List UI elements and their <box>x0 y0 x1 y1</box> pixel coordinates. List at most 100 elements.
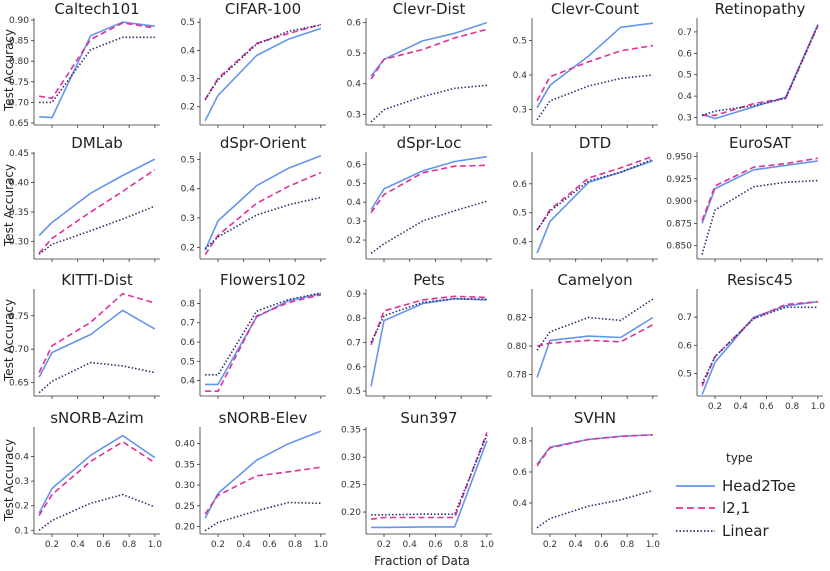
panel-kitti-dist: KITTI-Dist 0.65 0.70 0.75 <box>9 271 160 399</box>
y-tick-label: 0.4 <box>15 453 30 463</box>
legend-label-head2toe: Head2Toe <box>722 477 796 495</box>
y-tick-label: 0.6 <box>347 160 362 170</box>
series-line-linear <box>370 84 487 123</box>
y-tick-label: 0.3 <box>347 217 361 227</box>
x-tick-label: 0.8 <box>785 402 800 412</box>
panel-dspr-loc: dSpr-Loc 0.2 0.3 0.4 0.5 0.6 <box>347 134 492 262</box>
panel-title: dSpr-Orient <box>220 134 306 152</box>
x-tick-label: 0.8 <box>122 540 137 550</box>
panel-caltech101: Caltech101 0.65 0.70 0.75 0.80 0.85 0.90 <box>9 0 160 129</box>
y-tick-label: 0.4 <box>513 71 528 81</box>
y-tick-label: 0.30 <box>341 453 361 463</box>
x-tick-label: 1.0 <box>646 540 661 550</box>
y-axis-label: Test Accuracy <box>2 439 16 522</box>
series-line-head2toe <box>536 22 654 109</box>
series-line-l2-1 <box>370 28 488 80</box>
series-line-l2-1 <box>204 23 322 101</box>
panel-svhn: SVHN 0.4 0.6 0.8 0.2 0.4 0.6 0.8 1.0 <box>513 409 661 550</box>
panel-title: DMLab <box>71 134 123 152</box>
y-tick-label: 0.70 <box>9 98 29 108</box>
panel-title: Pets <box>413 271 445 289</box>
y-tick-label: 0.70 <box>9 345 29 355</box>
y-tick-label: 0.2 <box>15 502 29 512</box>
y-tick-label: 0.4 <box>513 499 528 509</box>
panel-title: sNORB-Azim <box>50 409 144 427</box>
series-line-l2-1 <box>38 22 156 100</box>
y-tick-label: 0.1 <box>15 526 29 536</box>
x-tick-label: 0.2 <box>708 402 722 412</box>
y-tick-label: 0.5 <box>181 18 195 28</box>
y-tick-label: 0.6 <box>347 19 362 29</box>
y-tick-label: 0.5 <box>181 357 195 367</box>
series-line-linear <box>536 158 654 231</box>
y-tick-label: 0.7 <box>181 319 195 329</box>
y-tick-label: 0.82 <box>507 314 527 324</box>
panel-snorb-azim: sNORB-Azim 0.1 0.2 0.3 0.4 0.2 0.4 0.6 0.8 1.0 <box>15 409 163 550</box>
y-tick-label: 0.3 <box>181 214 195 224</box>
panel-cifar-100: CIFAR-100 0.2 0.3 0.4 0.5 <box>181 0 326 128</box>
y-tick-label: 0.6 <box>181 338 196 348</box>
x-tick-label: 0.4 <box>569 540 584 550</box>
panel-pets: Pets 0.5 0.6 0.7 0.8 0.9 <box>347 271 492 399</box>
x-tick-label: 0.4 <box>403 540 418 550</box>
y-tick-label: 0.65 <box>9 119 29 129</box>
y-tick-label: 0.78 <box>507 371 527 381</box>
series-line-head2toe <box>39 21 156 119</box>
y-tick-label: 0.3 <box>513 105 527 115</box>
panel-title: Flowers102 <box>220 271 306 289</box>
y-tick-label: 0.5 <box>513 209 527 219</box>
y-tick-label: 0.35 <box>175 460 195 470</box>
series-line-linear <box>38 205 156 255</box>
panel-eurosat: EuroSAT 0.850 0.875 0.900 0.925 0.950 <box>666 134 823 262</box>
y-tick-label: 0.3 <box>15 477 29 487</box>
y-tick-label: 0.5 <box>678 369 692 379</box>
y-tick-label: 0.4 <box>513 238 528 248</box>
series-line-head2toe <box>370 155 488 211</box>
y-tick-label: 0.80 <box>507 342 527 352</box>
series-line-linear <box>204 196 322 250</box>
y-tick-label: 0.950 <box>666 152 692 162</box>
series-line-linear <box>38 493 156 531</box>
x-tick-label: 0.4 <box>71 540 86 550</box>
series-line-l2-1 <box>204 466 322 515</box>
x-tick-label: 0.2 <box>211 540 225 550</box>
panel-dmlab: DMLab 0.30 0.35 0.40 0.45 <box>9 134 160 262</box>
x-tick-label: 0.6 <box>96 540 111 550</box>
x-tick-label: 1.0 <box>480 540 495 550</box>
y-tick-label: 0.75 <box>9 312 29 322</box>
panel-snorb-elev: sNORB-Elev 0.20 0.25 0.30 0.35 0.40 0.2 0.4 0.6 0… <box>175 409 328 550</box>
series-line-l2-1 <box>536 44 654 102</box>
x-tick-label: 0.8 <box>454 540 469 550</box>
series-line-linear <box>536 298 654 351</box>
x-tick-label: 0.8 <box>288 540 303 550</box>
y-tick-label: 0.35 <box>9 208 29 218</box>
series-line-head2toe <box>370 297 487 387</box>
y-tick-label: 0.7 <box>347 339 361 349</box>
legend: type Head2Toe l2,1 Linear <box>676 451 796 540</box>
series-line-head2toe <box>38 434 156 514</box>
panel-title: Camelyon <box>557 271 632 289</box>
legend-title: type <box>726 451 753 465</box>
y-tick-label: 0.5 <box>513 36 527 46</box>
series-line-head2toe <box>204 155 322 251</box>
panel-sun397: Sun397 0.20 0.25 0.30 0.35 0.2 0.4 0.6 0.8 1.0 <box>341 409 494 550</box>
y-tick-label: 0.4 <box>347 198 362 208</box>
panel-title: SVHN <box>574 409 616 427</box>
x-tick-label: 0.2 <box>377 540 391 550</box>
y-tick-label: 0.2 <box>347 236 361 246</box>
series-line-head2toe <box>370 21 488 77</box>
series-line-l2-1 <box>38 440 156 517</box>
y-tick-label: 0.900 <box>666 197 692 207</box>
y-tick-label: 0.65 <box>9 379 29 389</box>
series-line-head2toe <box>38 158 156 237</box>
x-tick-label: 1.0 <box>314 540 329 550</box>
y-tick-label: 0.80 <box>9 57 29 67</box>
panel-dspr-orient: dSpr-Orient 0.2 0.3 0.4 0.5 <box>181 134 326 262</box>
panels-layer: Caltech101 0.65 0.70 0.75 0.80 0.85 0.90 CIFAR-… <box>9 0 825 550</box>
series-line-l2-1 <box>38 168 156 254</box>
series-line-linear <box>701 25 819 117</box>
x-axis-label: Fraction of Data <box>374 554 470 568</box>
y-tick-label: 0.7 <box>678 28 692 38</box>
x-tick-label: 0.2 <box>45 540 59 550</box>
series-line-l2-1 <box>370 432 488 520</box>
